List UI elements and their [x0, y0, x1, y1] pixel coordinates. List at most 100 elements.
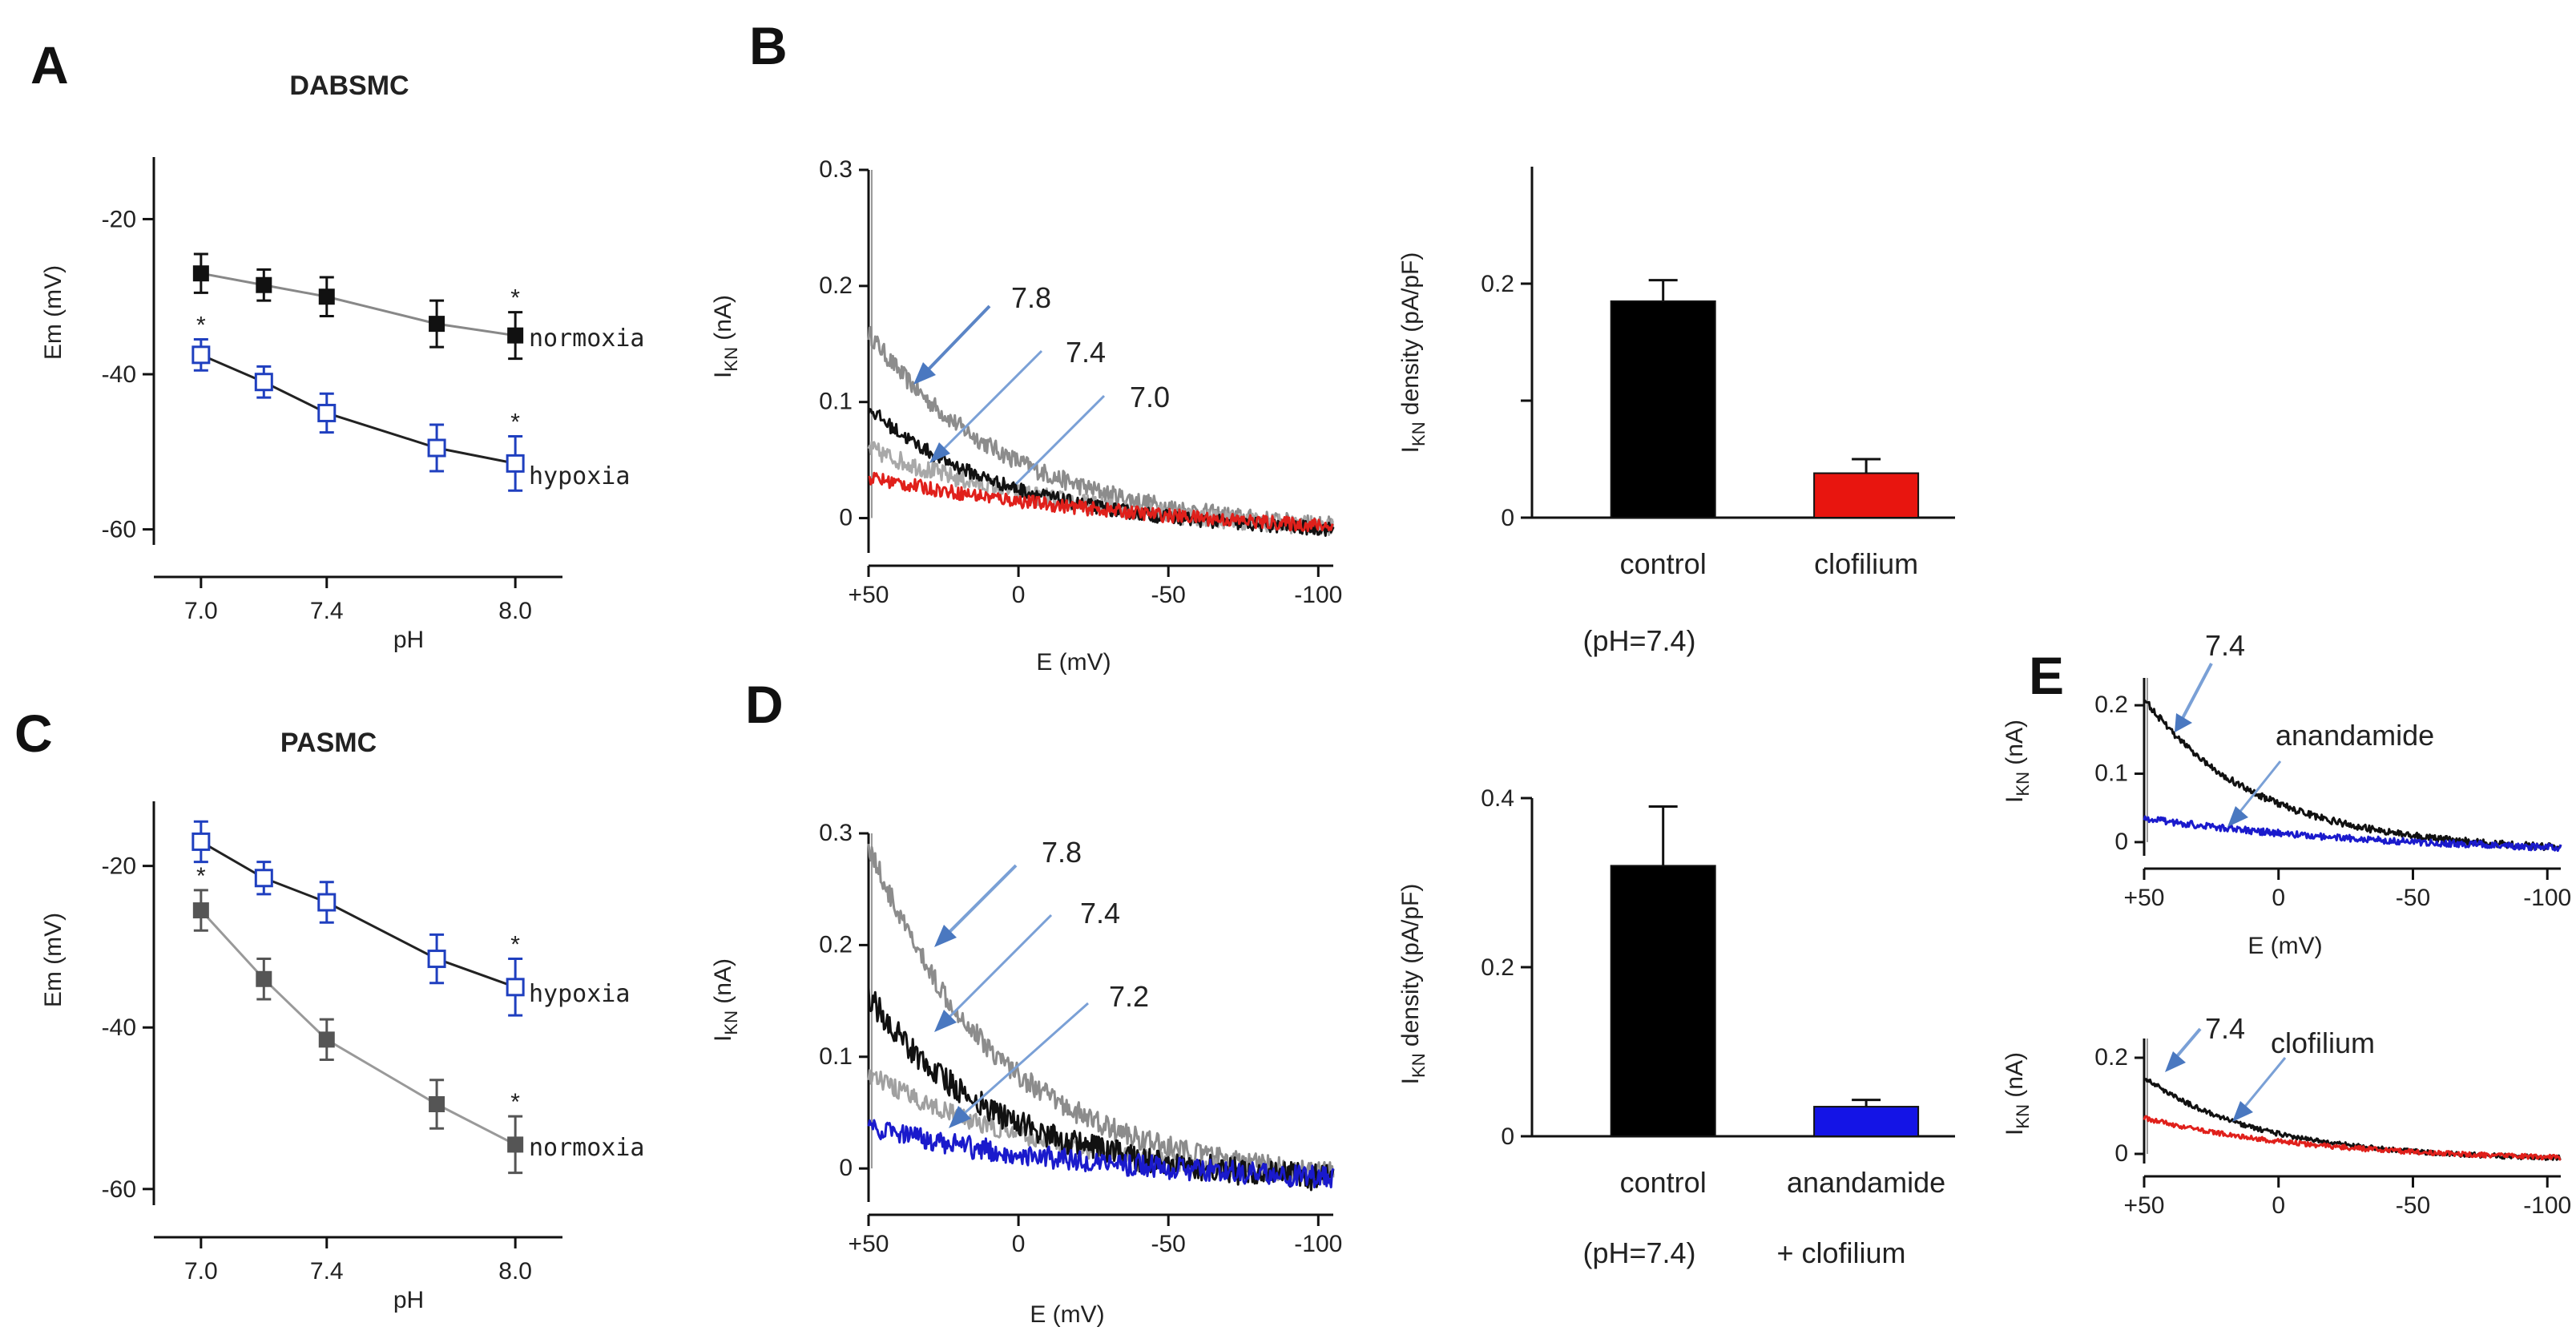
panel-c-series-label-hypoxia: hypoxia	[529, 980, 630, 1008]
panel-b-note: (pH=7.4)	[1582, 624, 1695, 657]
panel-c-point-normoxia	[192, 902, 209, 919]
panel-c-significance-star: *	[196, 863, 206, 889]
panel-label-a: A	[30, 35, 69, 95]
arrow-b-74	[936, 349, 1043, 457]
panel-a-xlabel: pH	[393, 627, 424, 653]
panel-e-top-x-tick-label: 0	[2272, 885, 2285, 911]
panel-b-bar-bar-clofilium	[1813, 472, 1920, 519]
panel-e-bottom-y-tick-label: 0.2	[2094, 1044, 2128, 1071]
panel-b-x-tick-label: -50	[1151, 582, 1186, 608]
panel-e-bottom-x-tick-label: 0	[2272, 1192, 2285, 1219]
panel-c-xlabel: pH	[393, 1287, 424, 1313]
annotation-d-78: 7.8	[1042, 836, 1082, 869]
panel-label-c: C	[14, 704, 53, 763]
arrow-e-top-anandamide	[2234, 760, 2282, 818]
panel-c-x-tick-label: 8.0	[498, 1258, 532, 1285]
panel-d-y-tick-label: 0	[839, 1155, 853, 1181]
arrow-d-74-head	[934, 1010, 957, 1032]
panel-label-b: B	[749, 16, 788, 75]
panel-a-ylabel: Em (mV)	[40, 265, 67, 360]
panel-a-point-normoxia	[192, 265, 209, 282]
panel-a-title: DABSMC	[289, 71, 409, 101]
panel-b-x-tick-label: +50	[849, 582, 889, 608]
panel-c-x-tick-label: 7.0	[184, 1258, 218, 1285]
panel-b-trace-ph-7-4	[867, 408, 1335, 537]
panel-label-d: D	[745, 675, 784, 734]
panel-a-point-hypoxia	[427, 438, 446, 458]
panel-d-x-tick-label: 0	[1012, 1231, 1026, 1257]
arrow-d-72-head	[949, 1106, 971, 1128]
panel-d-bar-bar-control	[1610, 865, 1716, 1138]
panel-d-trace-anandamide-clofilium	[867, 1119, 1335, 1189]
arrow-e-top-anandamide-head	[2227, 806, 2248, 827]
panel-c-point-normoxia	[507, 1136, 524, 1153]
arrow-b-74-head	[929, 442, 950, 463]
panel-d-note2: + clofilium	[1776, 1236, 1905, 1269]
arrow-e-top-74-head	[2175, 713, 2192, 732]
panel-a-series-label-normoxia: normoxia	[529, 325, 645, 353]
panel-e-bottom-x-tick-label: +50	[2124, 1192, 2165, 1219]
panel-c-series-line-normoxia	[200, 909, 516, 1146]
panel-b-y-tick-label: 0.1	[819, 389, 853, 415]
panel-d-bar-chart: IKN density (pA/pF) (pH=7.4) + clofilium…	[1397, 785, 1955, 1269]
panel-b-bar-category-label-clofilium: clofilium	[1814, 547, 1918, 580]
panel-e-top-y-tick-label: 0.2	[2094, 692, 2128, 718]
panel-b-bar-bar-control	[1610, 300, 1716, 518]
panel-c-series-line-hypoxia	[200, 841, 516, 989]
panel-b-xlabel: E (mV)	[1036, 649, 1111, 676]
panel-a-point-hypoxia	[506, 454, 525, 473]
arrow-d-74	[942, 914, 1053, 1024]
panel-a-point-hypoxia	[191, 345, 211, 365]
panel-d-x-tick-label: -50	[1151, 1231, 1186, 1257]
panel-e-top-x-tick-label: +50	[2124, 885, 2165, 911]
panel-a-x-tick-label: 7.4	[310, 598, 344, 624]
panel-c-x-tick-label: 7.4	[310, 1258, 344, 1285]
panel-b-x-tick-label: 0	[1012, 582, 1026, 608]
panel-e-bottom-trace-chart: IKN (nA) 0 0.2 +50 0 -50 -100	[2002, 1039, 2571, 1219]
panel-c-point-hypoxia	[191, 832, 211, 851]
panel-a-y-tick-label: -60	[102, 517, 136, 543]
panel-c-ylabel: Em (mV)	[40, 913, 67, 1007]
arrow-b-78	[920, 305, 991, 378]
annotation-b-74: 7.4	[1066, 336, 1106, 369]
panel-e-top-trace-chart: E (mV) IKN (nA) 0 0.1 0.2 +50 0 -50 -100	[2002, 678, 2571, 959]
panel-e-bottom-ylabel: IKN (nA)	[2002, 1052, 2033, 1135]
panel-c-title: PASMC	[280, 728, 377, 758]
arrow-b-78-head	[913, 362, 936, 385]
panel-c-y-tick-label: -40	[102, 1014, 136, 1041]
panel-b-trace-clofilium	[868, 471, 1334, 533]
panel-e-top-x-tick-label: -50	[2396, 885, 2430, 911]
panel-a-significance-star: *	[196, 312, 206, 338]
panel-e-bottom-x-tick-label: -50	[2396, 1192, 2430, 1219]
arrow-e-bottom-clofilium	[2239, 1057, 2287, 1113]
panel-a-line-chart: DABSMC pH Em (mV) normoxia hypoxia -20 -4…	[40, 71, 645, 653]
annotation-e-top-anandamide: anandamide	[2276, 719, 2434, 752]
panel-c-significance-star: *	[510, 932, 520, 958]
panel-e-bottom-x-tick-label: -100	[2523, 1192, 2571, 1219]
panel-c-point-hypoxia	[427, 950, 446, 969]
arrow-d-72	[957, 1002, 1089, 1120]
arrow-e-bottom-74-head	[2165, 1051, 2186, 1072]
annotation-e-bottom-clofilium: clofilium	[2271, 1026, 2375, 1059]
panel-a-series-line-normoxia	[200, 272, 516, 337]
panel-c-point-normoxia	[256, 970, 272, 987]
panel-d-x-tick-label: -100	[1294, 1231, 1342, 1257]
panel-e-top-y-tick-label: 0.1	[2094, 760, 2128, 787]
annotation-d-74: 7.4	[1080, 897, 1120, 930]
panel-d-y-tick-label: 0.2	[819, 931, 853, 958]
panel-c-y-tick-label: -60	[102, 1176, 136, 1203]
panel-e-top-xlabel: E (mV)	[2247, 933, 2322, 959]
panel-e-bottom-trace-clofilium	[2143, 1115, 2562, 1161]
panel-d-bar-y-tick-label: 0	[1501, 1123, 1514, 1150]
panel-b-bar-ylabel: IKN density (pA/pF)	[1397, 252, 1429, 454]
panel-a-point-normoxia	[429, 316, 445, 333]
panel-e-top-x-tick-label: -100	[2523, 885, 2571, 911]
panel-d-y-tick-label: 0.3	[819, 820, 853, 846]
panel-c-line-chart: PASMC pH Em (mV) hypoxia normoxia -20 -40…	[40, 728, 645, 1313]
arrow-b-70	[1014, 394, 1106, 486]
panel-c-point-hypoxia	[506, 978, 525, 997]
arrow-e-top-74	[2179, 663, 2213, 722]
panel-a-point-normoxia	[256, 276, 272, 293]
arrow-d-78	[942, 864, 1018, 939]
